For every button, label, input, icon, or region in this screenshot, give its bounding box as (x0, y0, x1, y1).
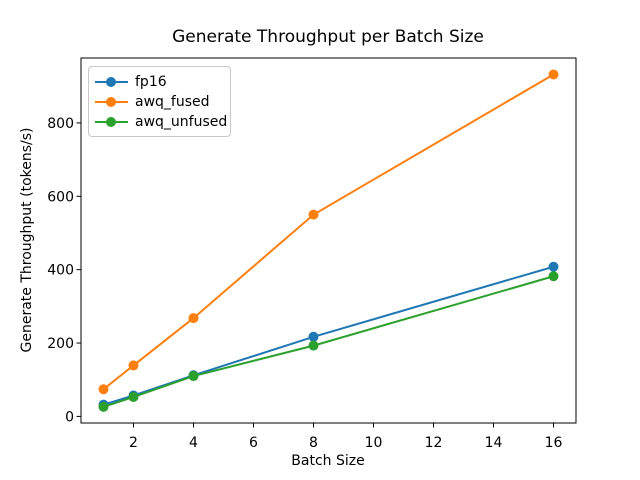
x-axis-tick-label: 6 (249, 435, 258, 451)
series-marker-fp16 (548, 261, 559, 272)
series-marker-awq_fused (308, 209, 319, 220)
x-axis-tick-label: 14 (485, 435, 503, 451)
series-marker-awq_unfused (308, 340, 319, 351)
x-axis-tick-label: 4 (189, 435, 198, 451)
series-marker-fp16 (308, 331, 319, 342)
legend-entry-awq-unfused: awq_unfused (95, 112, 230, 131)
series-marker-awq_fused (98, 384, 109, 395)
x-axis-label: Batch Size (291, 453, 365, 469)
series-marker-awq_unfused (128, 391, 139, 402)
axes-frame (80, 57, 577, 424)
series-marker-awq_fused (128, 360, 139, 371)
x-axis-tick-label: 8 (309, 435, 318, 451)
legend-line-marker-icon (95, 76, 128, 87)
legend-line-marker-icon (95, 96, 128, 107)
series-marker-awq_unfused (548, 271, 559, 282)
series-line-awq_unfused (102, 275, 555, 408)
series-marker-awq_unfused (98, 401, 109, 412)
legend-entry-fp16: fp16 (95, 72, 230, 91)
x-axis-tick-label: 2 (129, 435, 138, 451)
x-axis-tick-label: 10 (365, 435, 383, 451)
series-marker-awq_fused (188, 313, 199, 324)
y-axis-tick-label: 600 (47, 189, 74, 205)
y-axis-tick-label: 400 (47, 263, 74, 279)
y-axis-tick-label: 800 (47, 116, 74, 132)
chart-title: Generate Throughput per Batch Size (172, 27, 484, 47)
x-axis-tick-label: 12 (425, 435, 443, 451)
legend-line-marker-icon (95, 116, 128, 127)
legend-label: awq_fused (135, 93, 210, 110)
legend-label: fp16 (135, 73, 167, 90)
y-axis-tick-label: 0 (65, 409, 74, 425)
legend-label: awq_unfused (135, 113, 228, 130)
series-marker-awq_fused (548, 69, 559, 80)
x-axis-tick-label: 16 (545, 435, 563, 451)
legend-entry-awq-fused: awq_fused (95, 92, 230, 111)
y-axis-label: Generate Throughput (tokens/s) (19, 127, 35, 353)
legend: fp16 awq_fused awq_unfused (88, 66, 231, 137)
y-axis-tick-label: 200 (47, 336, 74, 352)
series-marker-awq_unfused (188, 371, 199, 382)
